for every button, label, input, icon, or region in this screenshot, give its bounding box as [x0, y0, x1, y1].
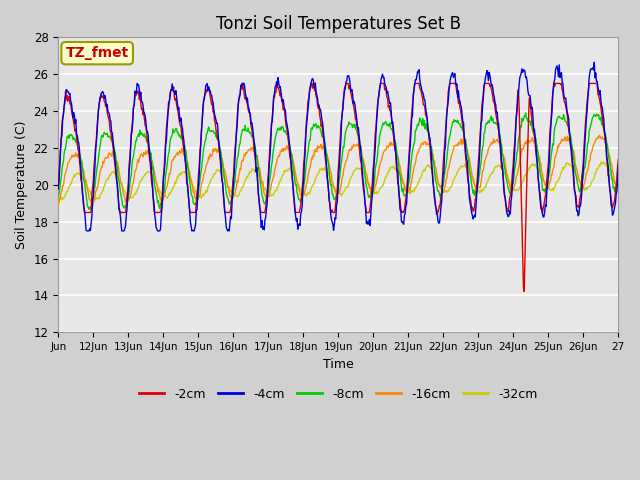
Text: TZ_fmet: TZ_fmet: [65, 46, 129, 60]
Title: Tonzi Soil Temperatures Set B: Tonzi Soil Temperatures Set B: [216, 15, 461, 33]
X-axis label: Time: Time: [323, 358, 354, 371]
Legend: -2cm, -4cm, -8cm, -16cm, -32cm: -2cm, -4cm, -8cm, -16cm, -32cm: [134, 383, 543, 406]
Y-axis label: Soil Temperature (C): Soil Temperature (C): [15, 120, 28, 249]
